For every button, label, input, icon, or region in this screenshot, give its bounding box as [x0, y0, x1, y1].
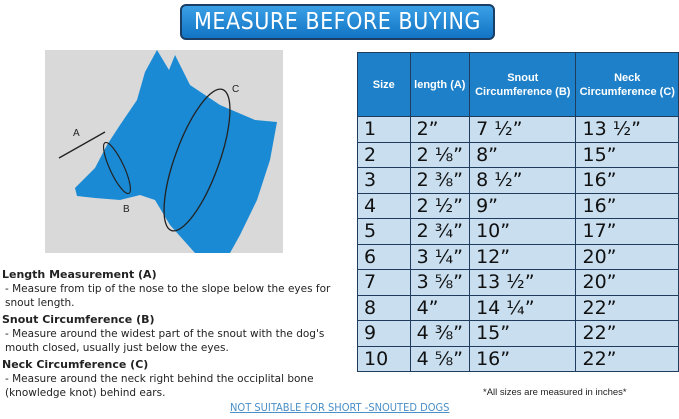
table-cell: 2 ⅛” [409, 141, 471, 168]
instructions: Length Measurement (A) - Measure from ti… [2, 268, 357, 403]
table-cell: 3 [357, 167, 411, 194]
table-cell: 15” [469, 320, 577, 347]
table-cell: 2 ⅜” [409, 167, 471, 194]
table-cell: 4 ⅜” [409, 320, 471, 347]
instruction-length: Length Measurement (A) - Measure from ti… [2, 268, 357, 310]
label-c: C [232, 84, 239, 95]
table-cell: 16” [575, 167, 679, 194]
table-cell: 10 [357, 345, 411, 372]
table-cell: 14 ¼” [469, 294, 577, 321]
header-length: length (A) [409, 52, 471, 117]
table-cell: 20” [575, 243, 679, 270]
table-cell: 16” [575, 192, 679, 219]
table-cell: 4 [357, 192, 411, 219]
table-cell: 10” [469, 218, 577, 245]
table-cell: 8” [469, 141, 577, 168]
measurement-note: *All sizes are measured in inches* [483, 387, 627, 398]
table-cell: 7 [357, 269, 411, 296]
table-cell: 2 [357, 141, 411, 168]
table-cell: 8 [357, 294, 411, 321]
table-cell: 9 [357, 320, 411, 347]
header-neck: Neck Circumference (C) [575, 52, 679, 117]
instruction-snout: Snout Circumference (B) - Measure around… [2, 313, 357, 355]
description: - Measure from tip of the nose to the sl… [5, 283, 331, 309]
table-cell: 22” [575, 345, 679, 372]
description: - Measure around the neck right behind t… [5, 373, 314, 399]
label-a: A [73, 128, 80, 139]
table-cell: 1 [357, 116, 411, 143]
header-row: Size length (A) Snout Circumference (B) … [357, 52, 679, 117]
table-cell: 8 ½” [469, 167, 577, 194]
table-cell: 3 ¼” [409, 243, 471, 270]
dog-diagram: A B C [45, 50, 283, 253]
table-cell: 22” [575, 294, 679, 321]
table-cell: 2 ¾” [409, 218, 471, 245]
table-cell: 17” [575, 218, 679, 245]
table-cell: 22” [575, 320, 679, 347]
warning-link[interactable]: NOT SUITABLE FOR SHORT -SNOUTED DOGS [230, 401, 450, 414]
label-b: B [123, 204, 130, 215]
table-cell: 2 ½” [409, 192, 471, 219]
header-snout: Snout Circumference (B) [469, 52, 577, 117]
table-cell: 7 ½” [469, 116, 577, 143]
heading: Snout Circumference (B) [2, 313, 155, 326]
table-cell: 6 [357, 243, 411, 270]
table-cell: 5 [357, 218, 411, 245]
table-cell: 4 ⅝” [409, 345, 471, 372]
heading: Length Measurement (A) [2, 268, 157, 281]
title-banner: MEASURE BEFORE BUYING [180, 4, 495, 40]
size-table: Size length (A) Snout Circumference (B) … [357, 52, 679, 372]
table-cell: 3 ⅝” [409, 269, 471, 296]
instruction-neck: Neck Circumference (C) - Measure around … [2, 358, 357, 400]
table-row: 1 2” 7 ½” 13 ½” [357, 116, 679, 143]
heading: Neck Circumference (C) [2, 358, 149, 371]
table-cell: 15” [575, 141, 679, 168]
table-cell: 9” [469, 192, 577, 219]
table-cell: 13 ½” [575, 116, 679, 143]
table-cell: 4” [409, 294, 471, 321]
header-size: Size [357, 52, 411, 117]
table-row: 8 4” 14 ¼” 22” [357, 294, 679, 321]
dog-head-illustration: A B C [58, 50, 277, 253]
description: - Measure around the widest part of the … [5, 328, 325, 354]
table-cell: 16” [469, 345, 577, 372]
table-cell: 20” [575, 269, 679, 296]
table-cell: 12” [469, 243, 577, 270]
table-cell: 13 ½” [469, 269, 577, 296]
table-cell: 2” [409, 116, 471, 143]
table-row: 10 4 ⅝” 16” 22” [357, 345, 679, 372]
